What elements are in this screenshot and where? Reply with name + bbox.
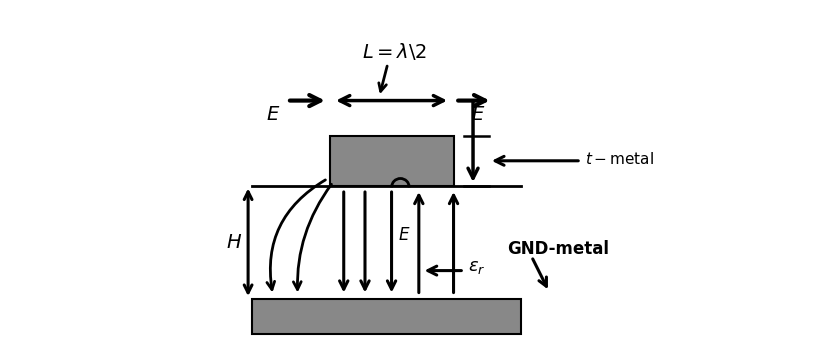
Bar [252,299,521,335]
Text: $\varepsilon_r$: $\varepsilon_r$ [468,258,485,276]
Text: $E$: $E$ [398,226,410,244]
Text: GND-metal: GND-metal [507,240,609,258]
Text: $E$: $E$ [266,105,280,124]
Text: $L = \lambda\backslash 2$: $L = \lambda\backslash 2$ [363,41,428,62]
Bar [329,136,454,186]
Text: $H$: $H$ [226,233,242,252]
Text: $E$: $E$ [471,105,486,124]
Text: $t-\mathrm{metal}$: $t-\mathrm{metal}$ [584,151,654,167]
